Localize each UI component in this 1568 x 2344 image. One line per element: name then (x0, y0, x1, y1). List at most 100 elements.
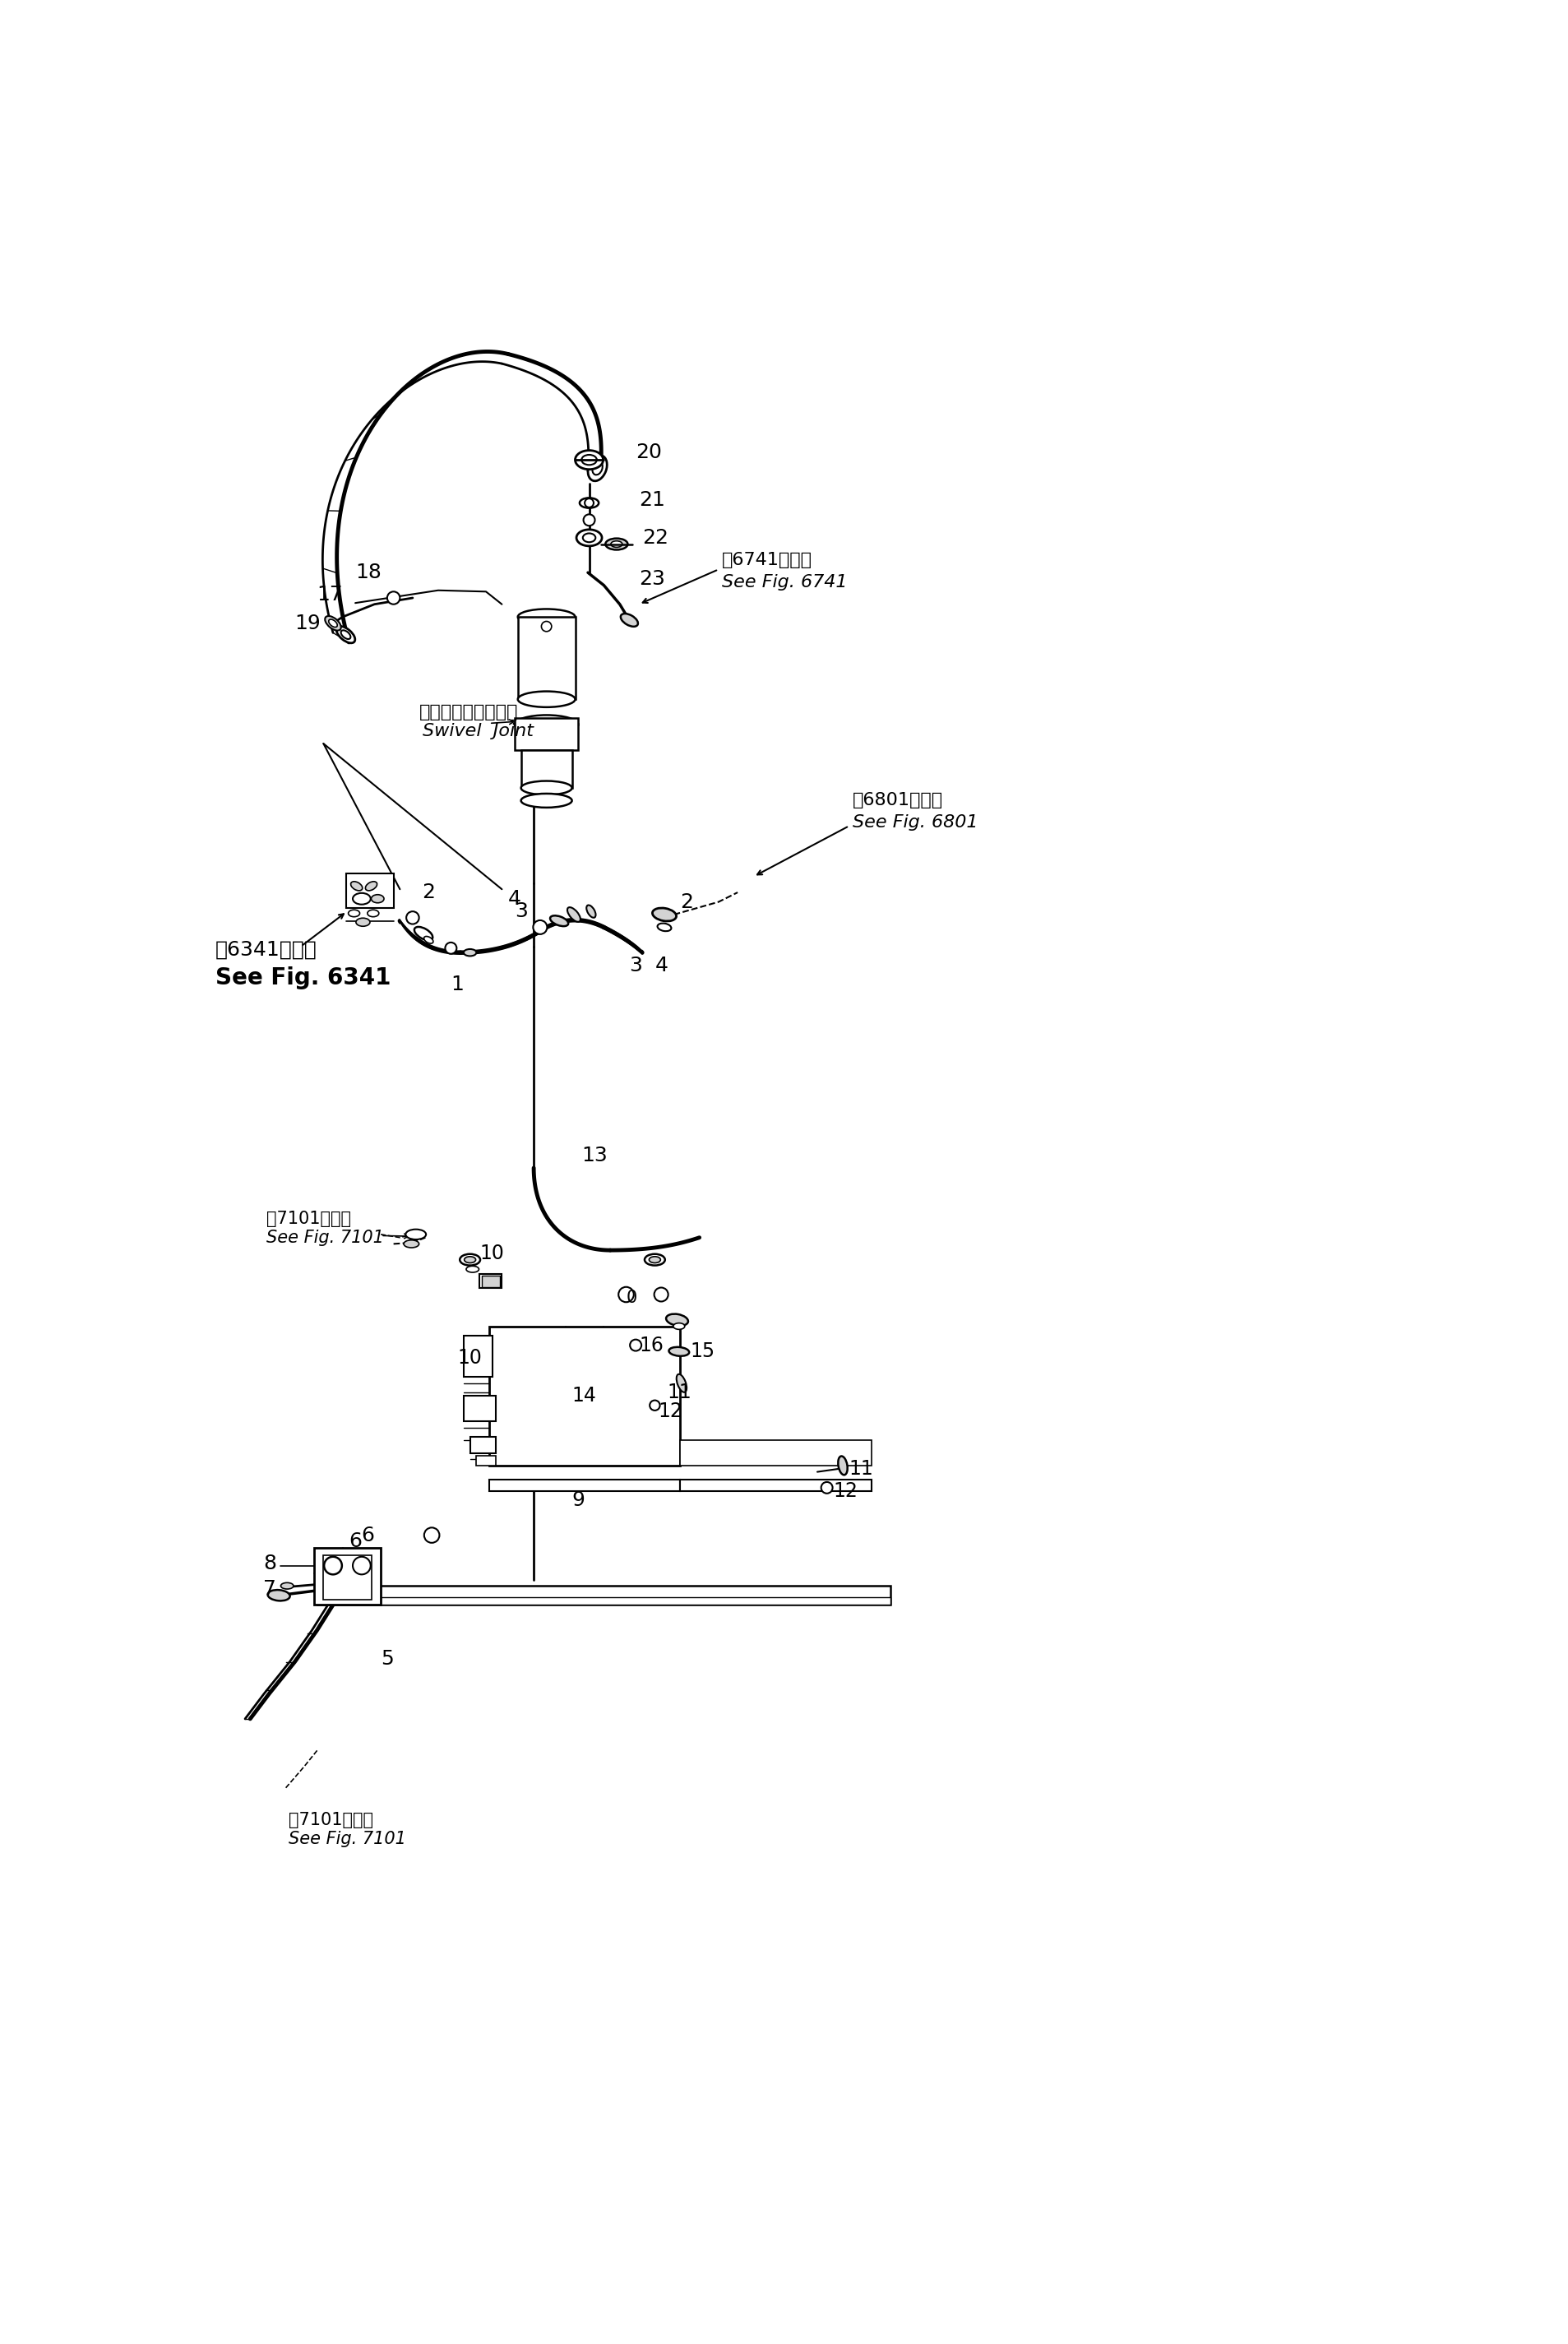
Text: See Fig. 7101: See Fig. 7101 (267, 1228, 384, 1245)
Text: 13: 13 (582, 1146, 608, 1165)
Bar (514, 717, 579, 750)
Circle shape (406, 912, 419, 924)
Bar (314, 1547, 381, 1606)
Ellipse shape (621, 614, 638, 626)
Text: 第6741図参照: 第6741図参照 (721, 551, 812, 567)
Text: See Fig. 6801: See Fig. 6801 (853, 813, 978, 832)
Ellipse shape (337, 626, 354, 642)
Ellipse shape (464, 949, 477, 956)
Circle shape (387, 591, 400, 605)
Bar (681, 1439, 872, 1465)
Text: 4: 4 (655, 956, 668, 975)
Bar (470, 1437, 495, 1453)
Ellipse shape (514, 715, 579, 734)
Circle shape (649, 1399, 660, 1411)
Ellipse shape (582, 455, 597, 464)
Ellipse shape (676, 1374, 687, 1392)
Ellipse shape (673, 1322, 685, 1329)
Ellipse shape (340, 631, 351, 640)
Bar (481, 1275, 500, 1287)
Circle shape (654, 1287, 668, 1301)
Ellipse shape (466, 1266, 478, 1273)
Text: 第7101図参照: 第7101図参照 (267, 1210, 351, 1226)
Bar (517, 616, 575, 699)
Ellipse shape (372, 895, 384, 902)
Ellipse shape (568, 907, 580, 921)
Text: 21: 21 (638, 490, 665, 509)
Ellipse shape (464, 1256, 475, 1263)
Ellipse shape (367, 909, 379, 917)
Text: 4: 4 (508, 888, 522, 909)
Text: See Fig. 7101: See Fig. 7101 (289, 1831, 406, 1847)
Text: 8: 8 (263, 1554, 276, 1573)
Circle shape (541, 621, 552, 631)
Text: 11: 11 (668, 1383, 691, 1402)
Ellipse shape (329, 619, 337, 628)
Ellipse shape (575, 450, 604, 469)
Ellipse shape (356, 919, 370, 926)
Text: 2: 2 (681, 893, 693, 912)
Ellipse shape (580, 497, 599, 509)
Bar (464, 1397, 495, 1420)
Ellipse shape (423, 935, 433, 942)
Circle shape (583, 513, 594, 525)
Text: See Fig. 6741: See Fig. 6741 (721, 574, 847, 591)
Bar (317, 1587, 891, 1606)
Ellipse shape (403, 1240, 419, 1247)
Bar (464, 1336, 492, 1376)
Ellipse shape (657, 924, 671, 931)
Text: 3: 3 (629, 956, 643, 975)
Circle shape (630, 1338, 641, 1350)
Circle shape (353, 1556, 370, 1575)
Ellipse shape (605, 539, 627, 551)
Ellipse shape (837, 1456, 847, 1474)
Text: 9: 9 (572, 1491, 585, 1510)
Text: 15: 15 (690, 1341, 715, 1362)
Ellipse shape (365, 881, 376, 891)
Text: Swivel  Joint: Swivel Joint (422, 722, 533, 738)
Ellipse shape (517, 691, 575, 708)
Bar (681, 1479, 872, 1491)
Bar (480, 1275, 502, 1289)
Text: 6: 6 (361, 1526, 375, 1545)
Text: 22: 22 (641, 527, 668, 548)
Ellipse shape (521, 795, 572, 809)
Text: 10: 10 (458, 1348, 481, 1369)
Text: 14: 14 (572, 1385, 596, 1406)
Ellipse shape (351, 881, 362, 891)
Ellipse shape (459, 1254, 480, 1266)
Ellipse shape (644, 1254, 665, 1266)
Ellipse shape (666, 1315, 688, 1327)
Ellipse shape (550, 917, 568, 926)
Bar (489, 1327, 681, 1465)
Circle shape (445, 942, 456, 954)
Text: 7: 7 (263, 1580, 276, 1599)
Text: 16: 16 (638, 1336, 663, 1355)
Text: 0: 0 (626, 1289, 637, 1306)
Text: 1: 1 (452, 975, 464, 994)
Circle shape (325, 1556, 342, 1575)
Circle shape (822, 1481, 833, 1493)
Ellipse shape (588, 455, 607, 481)
Ellipse shape (593, 462, 602, 476)
Ellipse shape (612, 541, 622, 546)
Bar (323, 1556, 372, 1601)
Ellipse shape (414, 926, 433, 940)
Text: 12: 12 (659, 1402, 682, 1420)
Text: 第6801図参照: 第6801図参照 (853, 792, 942, 809)
Ellipse shape (348, 909, 359, 917)
Bar (489, 1479, 681, 1491)
Bar (347, 874, 394, 907)
Circle shape (533, 921, 547, 935)
Text: 10: 10 (480, 1245, 505, 1263)
Ellipse shape (521, 781, 572, 795)
Text: 3: 3 (514, 902, 528, 921)
Text: 2: 2 (422, 884, 436, 902)
Ellipse shape (583, 534, 596, 541)
Text: 11: 11 (850, 1458, 873, 1479)
Ellipse shape (517, 609, 575, 626)
Text: 第7101図参照: 第7101図参照 (289, 1812, 373, 1828)
Bar (521, 750, 572, 788)
Text: スイベルジョイント: スイベルジョイント (419, 703, 517, 720)
Text: 23: 23 (638, 570, 665, 588)
